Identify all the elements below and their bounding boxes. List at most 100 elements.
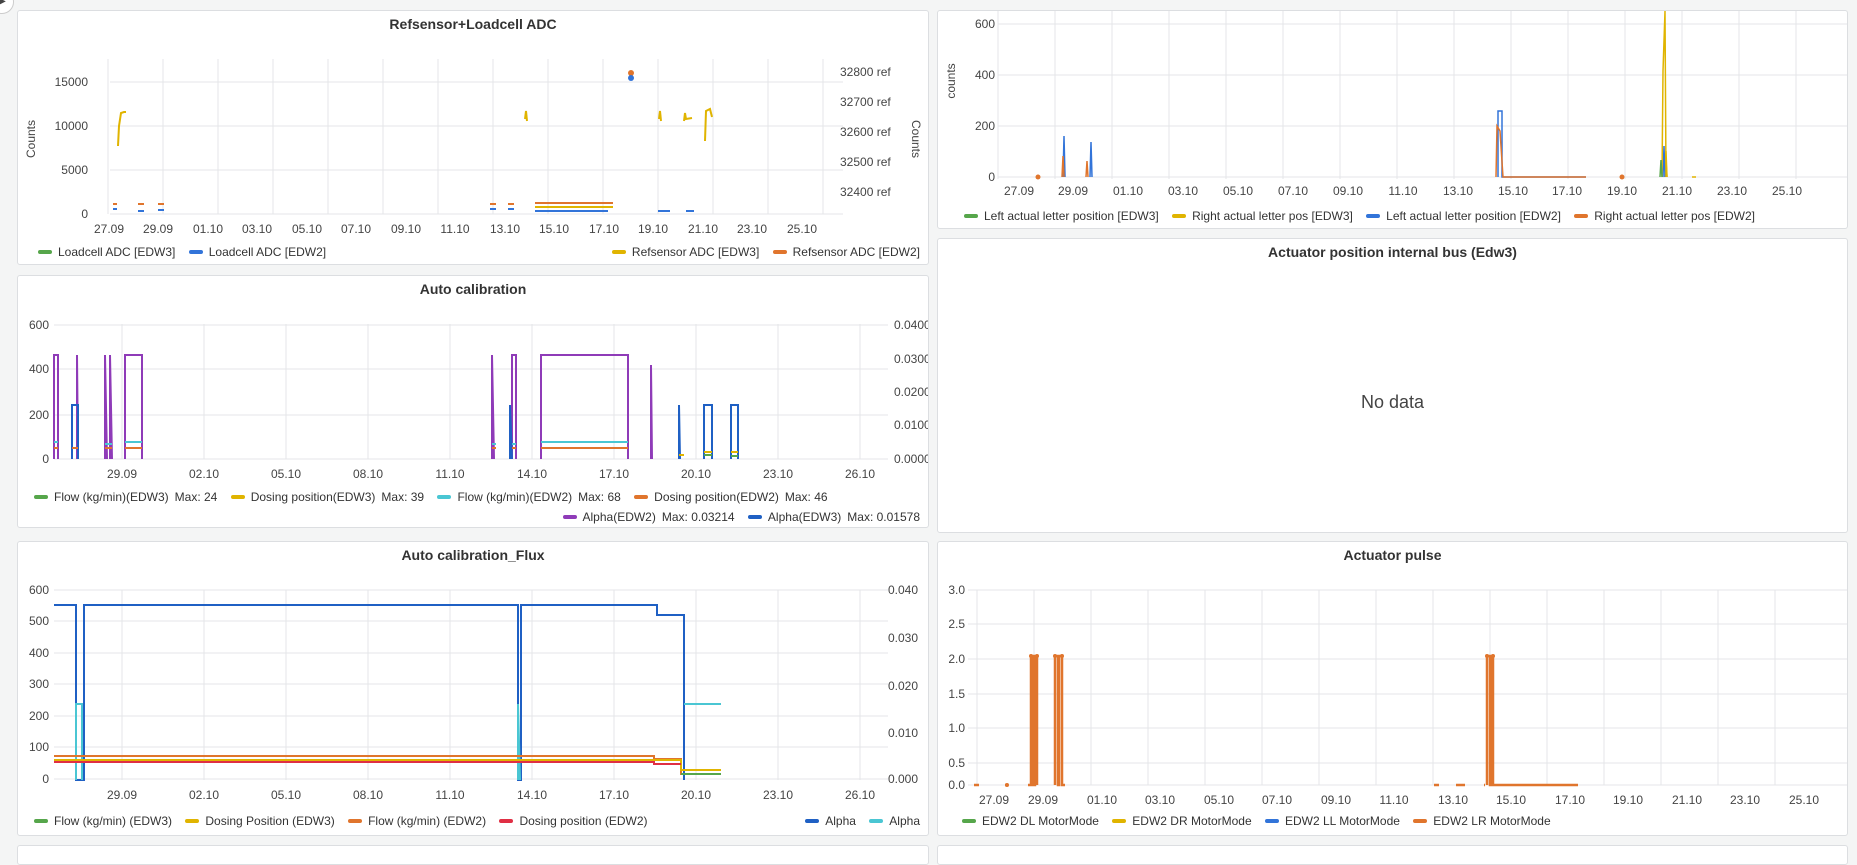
legend-item[interactable]: Loadcell ADC [EDW3] [38,245,175,259]
panel-title: Actuator position internal bus (Edw3) [1268,244,1517,260]
x-tick: 23.10 [1717,184,1747,198]
series-line [679,451,738,456]
x-tick: 14.10 [517,788,547,802]
series-point [1005,783,1009,787]
x-tick: 29.09 [143,222,173,236]
panel-auto-calibration-flux: Auto calibration_Flux 600 500 400 300 20… [17,541,929,836]
legend-label: Refsensor ADC [EDW2] [792,245,920,259]
series-line [1659,159,1663,178]
series-line [54,755,721,775]
x-tick: 03.10 [242,222,272,236]
y-tick: 0 [988,170,995,184]
legend-item[interactable]: Flow (kg/min)(EDW2) Max: 68 [437,490,621,504]
y-right-ticks: 0.0400 0.0300 0.0200 0.0100 0.0000 [894,318,928,466]
x-tick: 25.10 [1789,793,1819,807]
legend-item[interactable]: Dosing position (EDW2) [499,814,647,828]
legend-item[interactable]: Flow (kg/min)(EDW3) Max: 24 [34,490,217,504]
x-tick: 19.10 [1613,793,1643,807]
series-line [1061,155,1089,178]
x-tick: 19.10 [638,222,668,236]
x-tick: 02.10 [189,788,219,802]
legend-item[interactable]: Loadcell ADC [EDW2] [188,245,327,259]
series-line [53,354,653,460]
legend-item[interactable]: EDW2 DR MotorMode [1112,814,1252,828]
x-tick: 26.10 [845,467,875,481]
panel-refsensor-loadcell: Refsensor+Loadcell ADC 15000 10000 5000 … [17,10,929,265]
legend-item[interactable]: EDW2 LR MotorMode [1413,814,1551,828]
legend-label: Loadcell ADC [EDW2] [208,245,327,259]
legend-item[interactable]: EDW2 DL MotorMode [962,814,1099,828]
legend-label: Alpha [825,814,856,828]
series-line [1089,141,1093,178]
x-tick: 03.10 [1168,184,1198,198]
series-line [75,703,721,781]
y-tick: 32400 ref [840,185,891,199]
legend-item[interactable]: Refsensor ADC [EDW3] [611,245,759,259]
legend-label: Left actual letter position [EDW2] [1386,209,1561,223]
y-tick: 0.000 [888,772,918,786]
grid [54,324,888,460]
x-tick: 29.09 [107,788,137,802]
legend-item[interactable]: Refsensor ADC [EDW2] [772,245,920,259]
y-left-ticks: 600 500 400 300 200 100 0 [29,583,49,786]
legend-item[interactable]: Alpha(EDW3) Max: 0.01578 [747,510,920,524]
legend-item[interactable]: Right actual letter pos [EDW2] [1574,209,1755,223]
x-ticks: 29.09 02.10 05.10 08.10 11.10 14.10 17.1… [107,467,875,481]
series-marks [54,604,721,781]
legend-item[interactable]: Alpha(EDW2) Max: 0.03214 [562,510,735,524]
legend-swatch [634,495,649,499]
y-tick: 1.5 [948,687,965,701]
legend-item[interactable]: Left actual letter position [EDW2] [1366,209,1561,223]
y-left-ticks: 3.0 2.5 2.0 1.5 1.0 0.5 0.0 [948,583,965,792]
legend-max: Max: 24 [174,490,218,504]
legend-swatch [805,819,820,823]
chevron-right-icon[interactable]: ▶ [0,0,14,14]
x-tick: 01.10 [193,222,223,236]
legend-item[interactable]: Dosing position(EDW2) Max: 46 [634,490,828,504]
legend-swatch [348,819,363,823]
series-point [1060,654,1064,658]
x-tick: 11.10 [1388,184,1417,198]
series-marks [1035,11,1696,180]
series-point [1053,654,1057,658]
legend-swatch [869,819,884,823]
y-right-ticks: 32800 ref 32700 ref 32600 ref 32500 ref … [840,65,891,199]
y-tick: 0.030 [888,631,918,645]
panel-title: Auto calibration [419,281,527,297]
x-tick: 23.10 [763,467,793,481]
legend-item[interactable]: EDW2 LL MotorMode [1265,814,1400,828]
legend-label: Flow (kg/min) (EDW3) [54,814,173,828]
x-tick: 07.10 [1262,793,1292,807]
x-tick: 03.10 [1145,793,1175,807]
y-tick: 0.010 [888,726,918,740]
x-tick: 21.10 [1662,184,1692,198]
legend-item[interactable]: Alpha [869,814,920,828]
y-axis-label-left: Counts [24,120,38,158]
legend-item[interactable]: Right actual letter pos [EDW3] [1172,209,1353,223]
y-tick: 32700 ref [840,95,891,109]
x-tick: 08.10 [353,467,383,481]
legend-item[interactable]: Alpha [805,814,856,828]
legend-item[interactable]: Flow (kg/min) (EDW3) [34,814,172,828]
legend-item[interactable]: Dosing Position (EDW3) [185,814,335,828]
legend-swatch [1172,214,1187,218]
series-line [54,604,685,781]
legend-item[interactable]: Left actual letter position [EDW3] [964,209,1159,223]
y-tick: 5000 [61,163,88,177]
x-tick: 13.10 [490,222,520,236]
legend-label: EDW2 DR MotorMode [1132,814,1252,828]
legend-item[interactable]: Dosing position(EDW3) Max: 39 [230,490,424,504]
legend-label: Dosing position(EDW2) [654,490,779,504]
series-line [704,107,713,142]
y-tick: 0 [42,452,49,466]
legend-item[interactable]: Flow (kg/min) (EDW2) [348,814,486,828]
y-left-ticks: 600 400 200 0 [975,17,995,184]
legend-swatch [1413,819,1428,823]
series-line [524,110,528,122]
grid [968,589,1847,786]
x-ticks: 27.09 29.09 01.10 03.10 05.10 07.10 09.1… [979,793,1819,807]
legend-left: Flow (kg/min) (EDW3) Dosing Position (ED… [34,812,657,828]
series-point [1035,174,1041,180]
series-point [1491,654,1495,658]
series-line [1495,123,1586,178]
